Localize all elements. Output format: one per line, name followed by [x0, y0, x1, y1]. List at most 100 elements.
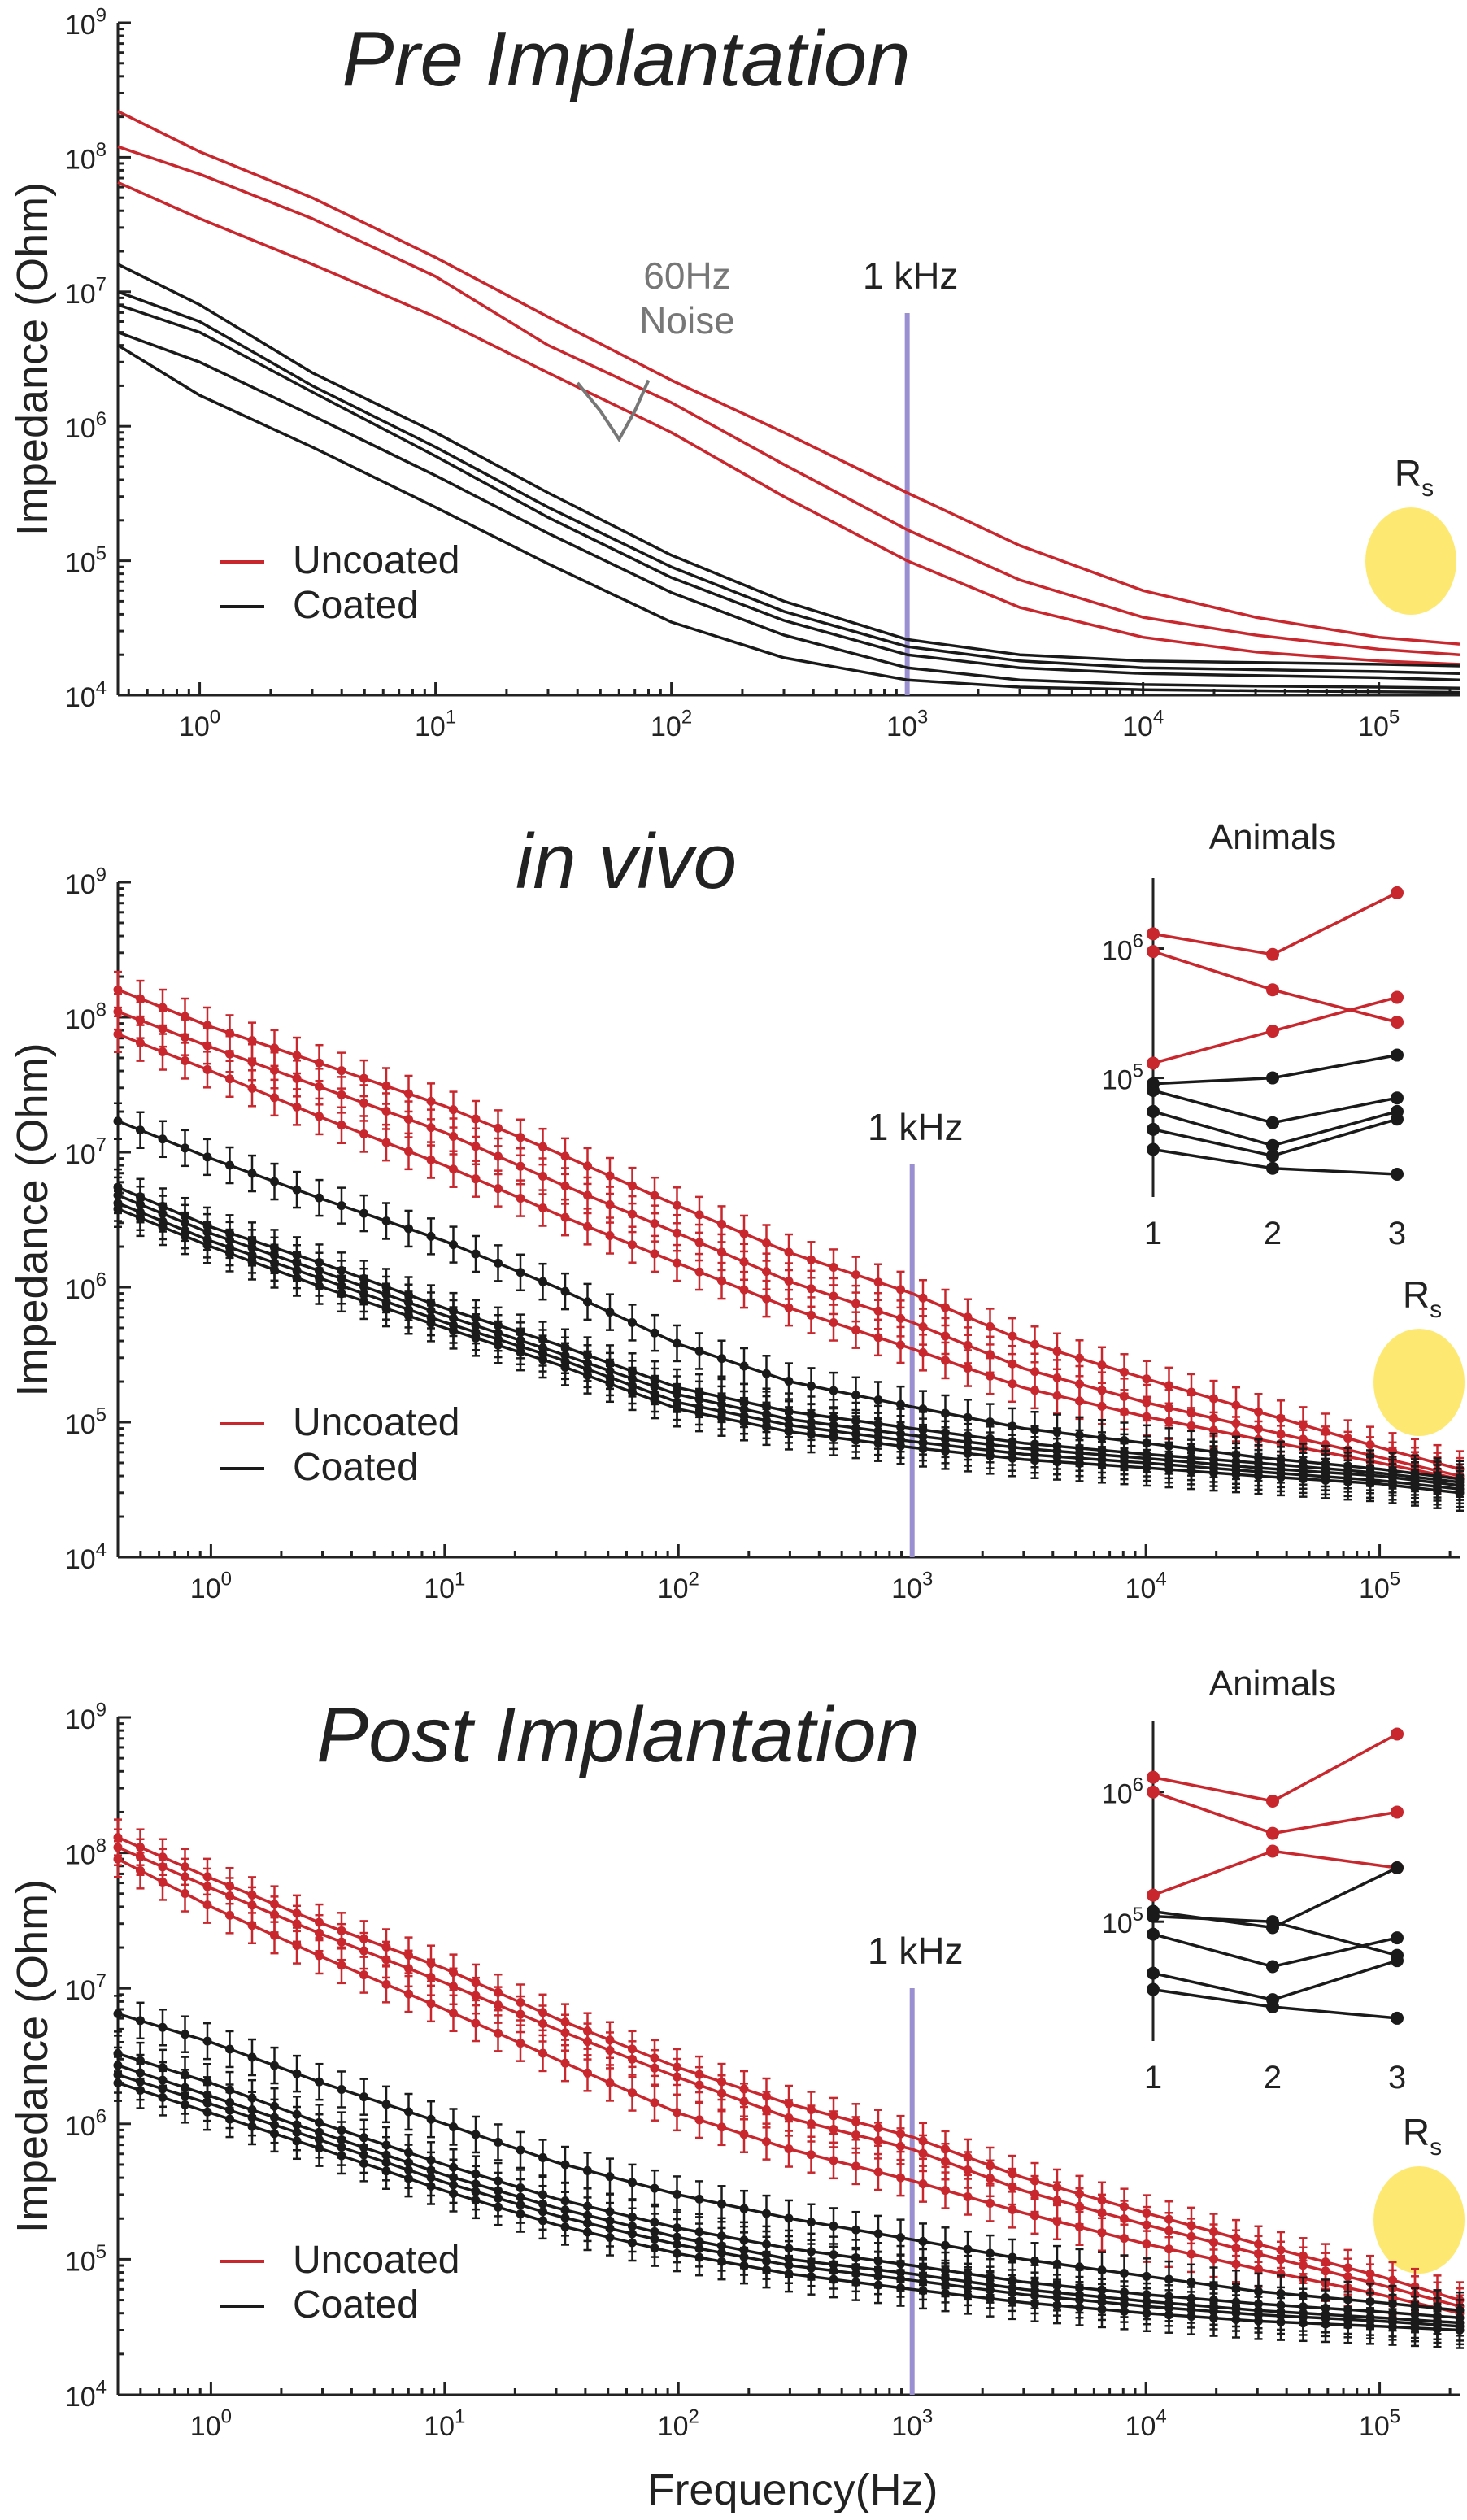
data-point	[851, 1270, 860, 1280]
data-point	[449, 1164, 458, 1174]
data-point	[941, 2157, 950, 2166]
data-point	[673, 2189, 681, 2199]
data-point	[426, 2114, 436, 2124]
data-point	[113, 1029, 123, 1039]
inset-data-point	[1147, 1083, 1160, 1097]
uncoated-series-line	[117, 181, 1460, 666]
data-point	[225, 1049, 234, 1059]
data-point	[784, 1247, 794, 1257]
data-point	[829, 1386, 838, 1395]
data-point	[1097, 1401, 1107, 1411]
data-point	[359, 1296, 368, 1306]
data-point	[873, 1277, 883, 1287]
inset-data-point	[1391, 1048, 1404, 1062]
data-point	[739, 1417, 749, 1427]
data-point	[1343, 1477, 1352, 1486]
data-point	[113, 985, 123, 995]
rs-label: Rs	[1403, 2111, 1442, 2161]
data-point	[516, 2039, 525, 2048]
data-point	[628, 2238, 637, 2248]
inset-data-point	[1391, 1954, 1404, 1968]
data-point	[694, 2115, 704, 2125]
data-point	[673, 1404, 681, 1413]
data-point	[404, 1311, 413, 1321]
x-tick-label: 100	[190, 1569, 232, 1604]
data-point	[605, 1379, 615, 1389]
data-point	[694, 1267, 704, 1277]
data-point	[694, 2080, 704, 2090]
data-point	[1388, 1480, 1397, 1490]
data-point	[807, 1284, 816, 1294]
data-point	[1164, 2310, 1173, 2320]
data-point	[1075, 1353, 1084, 1363]
data-point	[337, 1289, 346, 1299]
data-point	[471, 2196, 481, 2205]
data-point	[896, 2233, 905, 2243]
data-point	[538, 1142, 547, 1151]
data-point	[1209, 2313, 1218, 2323]
data-point	[1052, 1457, 1062, 1467]
data-point	[896, 2283, 905, 2293]
data-point	[1142, 1463, 1151, 1473]
inset-data-point	[1391, 1112, 1404, 1126]
data-point	[292, 2069, 302, 2078]
data-point	[404, 1147, 413, 1156]
data-point	[449, 1131, 458, 1141]
inset-y-tick-label: 106	[1102, 1774, 1143, 1809]
data-point	[650, 1328, 659, 1338]
data-point	[292, 1273, 302, 1283]
y-tick-label: 106	[65, 408, 107, 444]
inset-data-point	[1266, 1161, 1279, 1175]
data-point	[1410, 1483, 1420, 1493]
inset-x-tick-label: 1	[1144, 2060, 1162, 2096]
data-point	[1142, 1374, 1151, 1384]
data-point	[292, 2136, 302, 2146]
inset-data-point	[1266, 1025, 1279, 1038]
data-point	[650, 2063, 659, 2073]
y-axis-label: Impedance (Ohm)	[8, 1042, 57, 1396]
y-tick-label: 106	[65, 1269, 107, 1305]
data-point	[941, 1356, 950, 1365]
legend-label: Coated	[293, 1446, 419, 1489]
data-point	[404, 1115, 413, 1125]
data-point	[494, 1151, 503, 1161]
data-point	[1008, 2296, 1017, 2306]
data-point	[158, 1134, 168, 1144]
y-tick-label: 105	[65, 542, 107, 578]
data-point	[202, 2036, 212, 2046]
inset-data-point	[1391, 1015, 1404, 1029]
data-point	[538, 2019, 547, 2029]
data-point	[136, 1038, 145, 1048]
y-tick-label: 105	[65, 2241, 107, 2277]
x-tick-label: 104	[1125, 2406, 1167, 2442]
data-point	[1321, 2319, 1330, 2329]
data-point	[516, 1161, 525, 1171]
animals-inset: Animals 105 106 1 2 3	[1102, 817, 1406, 1251]
data-point	[404, 1964, 413, 1974]
data-point	[315, 1058, 324, 1068]
data-point	[717, 1413, 726, 1423]
data-point	[494, 1123, 503, 1133]
data-point	[516, 1347, 525, 1357]
x-tick-label: 103	[891, 1569, 933, 1604]
data-point	[538, 2048, 547, 2058]
rs-highlight	[1373, 2166, 1465, 2274]
data-point	[873, 2229, 883, 2239]
data-point	[471, 1142, 481, 1151]
y-tick-label: 106	[65, 2106, 107, 2142]
data-point	[1231, 1469, 1241, 1479]
data-point	[784, 1426, 794, 1436]
data-point	[986, 1451, 995, 1460]
data-point	[1164, 2244, 1173, 2254]
data-point	[1209, 1425, 1218, 1435]
khz-label: 1 kHz	[863, 255, 959, 297]
data-point	[1254, 2316, 1263, 2326]
data-point	[247, 1083, 257, 1093]
data-point	[807, 1430, 816, 1439]
data-point	[963, 1340, 973, 1350]
data-point	[1030, 1339, 1039, 1349]
data-point	[113, 1116, 123, 1126]
data-point	[315, 2144, 324, 2153]
data-point	[1030, 2299, 1039, 2309]
data-point	[1209, 2254, 1218, 2264]
